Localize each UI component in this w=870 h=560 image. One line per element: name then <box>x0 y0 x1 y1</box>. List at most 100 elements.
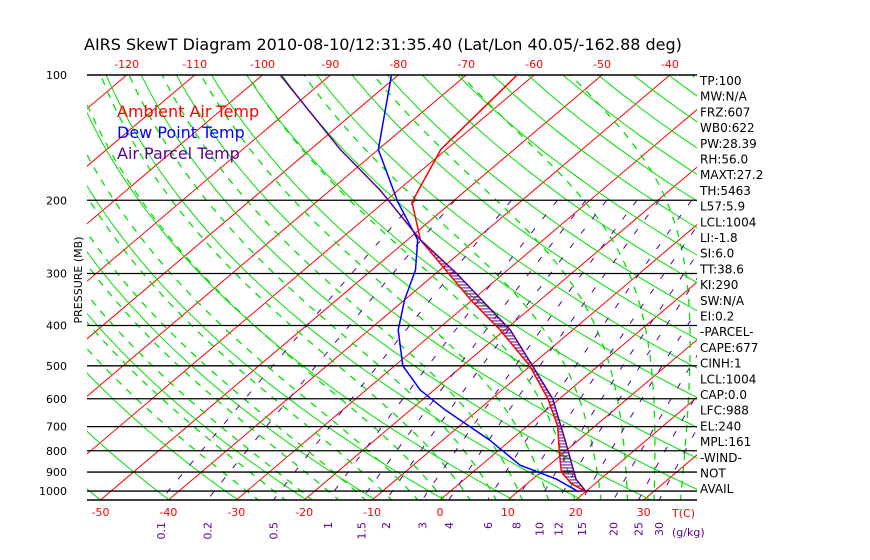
index-item: SI:6.0 <box>700 247 734 261</box>
bottom-temp-tick-label: -50 <box>92 506 110 519</box>
pressure-tick-label: 1000 <box>39 485 67 498</box>
y-axis-label: PRESSURE (MB) <box>72 237 85 324</box>
mixing-ratio-tick-label: 0.2 <box>201 522 214 540</box>
x-axis-label: T(C) <box>671 507 695 520</box>
dry-adiabat-line <box>246 75 697 429</box>
index-item: PW:28.39 <box>700 137 757 151</box>
index-item: CINH:1 <box>700 357 742 371</box>
chart-title: AIRS SkewT Diagram 2010-08-10/12:31:35.4… <box>84 35 682 54</box>
dry-adiabat-line <box>421 75 697 284</box>
mixing-ratio-tick-label: 0.5 <box>268 522 281 540</box>
bottom-temp-tick-label: -40 <box>159 506 177 519</box>
dewpoint-line <box>377 75 580 493</box>
isotherm-line <box>87 75 535 455</box>
isotherm-line <box>235 108 697 500</box>
index-item: CAPE:677 <box>700 341 758 355</box>
index-item: EL:240 <box>700 419 741 433</box>
moist-adiabat-line <box>87 347 260 500</box>
bottom-temp-tick-label: -10 <box>363 506 381 519</box>
moist-adiabat-line <box>100 75 471 500</box>
moist-adiabat-line <box>87 231 367 500</box>
index-item: AVAIL <box>700 482 734 496</box>
isotherm-line <box>303 166 697 500</box>
bottom-temp-tick-label: -30 <box>227 506 245 519</box>
dry-adiabat-line <box>668 75 697 97</box>
index-item: L57:5.9 <box>700 200 745 214</box>
dry-adiabat-line <box>739 75 870 502</box>
mixing-ratio-tick-label: 20 <box>608 522 621 536</box>
parcel-temp-line <box>279 75 587 493</box>
top-temp-tick-label: -120 <box>114 58 139 71</box>
isotherm-line <box>87 75 128 110</box>
moist-adiabat-line <box>246 75 576 500</box>
moist-adiabat-line <box>87 293 314 500</box>
dry-adiabat-line <box>351 75 697 340</box>
top-temp-tick-label: -80 <box>389 58 407 71</box>
dry-adiabat-line <box>809 75 870 502</box>
dry-adiabat-line <box>316 75 697 369</box>
index-item: TH:5463 <box>699 184 751 198</box>
bottom-temp-tick-label: -20 <box>295 506 313 519</box>
ambient-temp-line <box>411 75 587 493</box>
moist-adiabat-line <box>87 102 445 500</box>
mixing-ratio-unit: (g/kg) <box>672 526 705 539</box>
mixing-ratio-line <box>360 199 587 500</box>
top-temp-tick-label: -60 <box>525 58 543 71</box>
soundings <box>279 75 587 493</box>
pressure-tick-label: 500 <box>46 360 67 373</box>
mixing-ratio-line <box>487 200 693 500</box>
moist-adiabat-line <box>200 75 550 500</box>
dry-adiabat-line <box>527 75 697 202</box>
mixing-ratio-tick-label: 15 <box>576 522 589 536</box>
pressure-tick-label: 200 <box>46 194 67 207</box>
dry-adiabat-line <box>774 75 870 502</box>
index-item: TP:100 <box>699 74 742 88</box>
bottom-temp-tick-label: 30 <box>637 506 651 519</box>
moist-adiabat-line <box>87 263 340 500</box>
index-item: KI:290 <box>700 278 738 292</box>
index-item: MW:N/A <box>700 90 748 104</box>
mixing-ratio-tick-label: 8 <box>511 522 524 529</box>
top-temp-tick-label: -40 <box>661 58 679 71</box>
mixing-ratio-tick-label: 25 <box>633 522 646 536</box>
mixing-ratio-line <box>385 199 607 500</box>
index-item: TT:38.6 <box>699 262 744 276</box>
legend-ambient: Ambient Air Temp <box>117 102 259 121</box>
top-temp-tick-label: -90 <box>321 58 339 71</box>
mixing-ratio-line <box>421 199 638 500</box>
index-item: FRZ:607 <box>700 105 750 119</box>
dry-adiabat-line <box>87 488 102 500</box>
isotherm-line <box>439 281 697 500</box>
index-item: CAP:0.0 <box>700 388 747 402</box>
top-temp-tick-label: -100 <box>250 58 275 71</box>
dry-adiabat-line <box>281 75 697 399</box>
mixing-ratio-line <box>448 200 660 500</box>
pressure-tick-label: 400 <box>46 320 67 333</box>
isotherm-line <box>99 75 603 500</box>
dry-adiabat-line <box>211 75 697 459</box>
top-temp-tick-label: -110 <box>182 58 207 71</box>
index-item: MPL:161 <box>700 435 751 449</box>
moist-adiabat-line <box>460 75 656 500</box>
moist-adiabat-line <box>569 75 691 500</box>
legend-dewpoint: Dew Point Temp <box>117 123 245 142</box>
index-item: LFC:988 <box>700 404 749 418</box>
dry-adiabat-line <box>457 75 697 256</box>
isotherm-line <box>575 396 697 500</box>
mixing-ratio-line <box>160 199 416 500</box>
isotherm-line <box>371 224 697 500</box>
pressure-tick-label: 100 <box>46 69 67 82</box>
bottom-temp-tick-label: 10 <box>501 506 515 519</box>
index-item: MAXT:27.2 <box>700 168 763 182</box>
bottom-temp-tick-label: 0 <box>437 506 444 519</box>
mixing-ratio-line <box>538 253 697 500</box>
index-item: SW:N/A <box>700 294 745 308</box>
moist-adiabat-line <box>87 195 393 500</box>
mixing-ratio-tick-label: 1 <box>322 522 335 529</box>
top-temp-tick-label: -70 <box>457 58 475 71</box>
mixing-ratio-tick-label: 3 <box>416 522 429 529</box>
pressure-tick-label: 600 <box>46 393 67 406</box>
